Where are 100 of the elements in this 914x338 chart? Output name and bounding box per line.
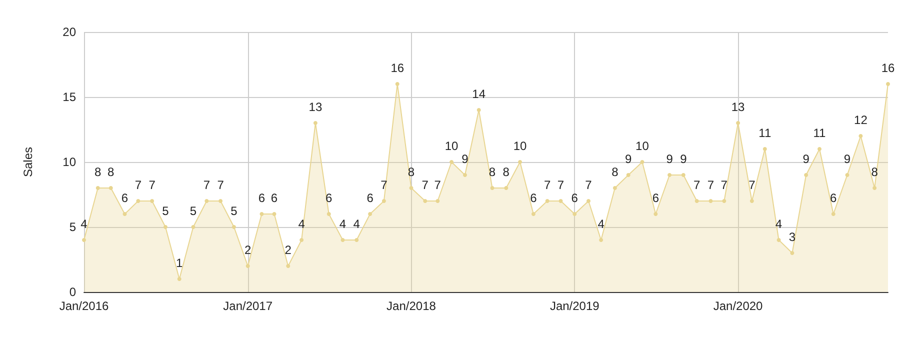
data-label: 6 (652, 191, 660, 205)
data-label: 7 (217, 178, 224, 192)
data-label: 7 (557, 178, 564, 192)
x-tick-label: Jan/2018 (386, 299, 436, 313)
data-label: 8 (108, 165, 115, 179)
data-label: 16 (881, 61, 895, 75)
data-label: 8 (612, 165, 619, 179)
x-tick-label: Jan/2017 (223, 299, 273, 313)
data-label: 6 (326, 191, 333, 205)
data-label: 13 (731, 100, 746, 114)
data-label: 11 (813, 126, 826, 140)
point (326, 212, 331, 216)
data-label: 9 (680, 152, 688, 166)
x-tick-label: Jan/2016 (59, 299, 110, 313)
point (545, 199, 550, 203)
point (150, 199, 154, 203)
point (872, 186, 877, 190)
point (340, 238, 345, 242)
data-label: 11 (758, 126, 772, 140)
data-label: 3 (788, 230, 796, 244)
data-label: 9 (666, 152, 674, 166)
point (218, 199, 223, 203)
point (831, 212, 836, 216)
y-tick-label: 0 (69, 285, 76, 299)
y-tick-label: 15 (62, 90, 76, 104)
data-label: 6 (571, 191, 578, 205)
data-label: 7 (707, 178, 714, 192)
point (722, 199, 726, 203)
data-label: 5 (190, 204, 197, 218)
data-label: 7 (422, 178, 429, 192)
data-label: 8 (488, 165, 496, 179)
point (409, 186, 414, 190)
data-label: 6 (121, 191, 128, 205)
point (423, 199, 428, 203)
point (300, 238, 304, 242)
data-label: 5 (162, 204, 170, 218)
data-label: 4 (775, 217, 782, 231)
point (804, 173, 808, 177)
point (490, 186, 494, 190)
data-label: 6 (530, 191, 538, 205)
point (382, 199, 386, 203)
data-label: 6 (830, 191, 838, 205)
point (626, 173, 630, 177)
data-label: 14 (472, 87, 486, 101)
point (204, 199, 209, 203)
point (368, 212, 372, 216)
point (286, 264, 290, 268)
point (572, 212, 577, 216)
data-label: 8 (871, 165, 878, 179)
data-label: 10 (513, 139, 528, 153)
x-tick-label: Jan/2020 (713, 299, 764, 313)
data-label: 2 (284, 243, 292, 257)
point (708, 199, 713, 203)
data-label: 6 (366, 191, 374, 205)
data-label: 16 (390, 61, 404, 75)
y-tick-label: 5 (69, 220, 76, 234)
point (96, 186, 100, 190)
point (818, 147, 822, 151)
data-label: 2 (244, 243, 252, 257)
data-label: 4 (80, 217, 88, 231)
x-tick-label: Jan/2019 (550, 299, 600, 313)
data-label: 8 (94, 165, 102, 179)
point (694, 199, 699, 203)
point (122, 212, 127, 216)
data-label: 10 (444, 139, 459, 153)
point (612, 186, 617, 190)
point (736, 121, 740, 125)
point (232, 225, 236, 229)
point (191, 225, 196, 229)
point (395, 82, 400, 86)
data-label: 7 (434, 178, 442, 192)
data-label: 10 (636, 139, 650, 153)
point (640, 160, 644, 164)
data-label: 1 (176, 256, 184, 270)
point (136, 199, 140, 203)
data-label: 9 (844, 152, 851, 166)
point (518, 160, 522, 164)
point (504, 186, 508, 190)
point (586, 199, 591, 203)
data-label: 6 (258, 191, 266, 205)
data-label: 7 (585, 178, 592, 192)
y-tick-label: 20 (62, 25, 76, 39)
data-label: 7 (544, 178, 551, 192)
point (82, 238, 86, 242)
point (750, 199, 754, 203)
point (776, 238, 781, 242)
point (246, 264, 250, 268)
point (436, 199, 440, 203)
data-label: 12 (854, 113, 868, 127)
point (476, 108, 481, 112)
data-label: 6 (270, 191, 278, 205)
point (845, 173, 850, 177)
data-label: 7 (203, 178, 210, 192)
y-axis-title: Sales (21, 146, 35, 178)
point (531, 212, 536, 216)
data-label: 7 (720, 178, 728, 192)
point (668, 173, 672, 177)
point (599, 238, 604, 242)
point (177, 277, 182, 281)
data-label: 4 (598, 217, 605, 231)
